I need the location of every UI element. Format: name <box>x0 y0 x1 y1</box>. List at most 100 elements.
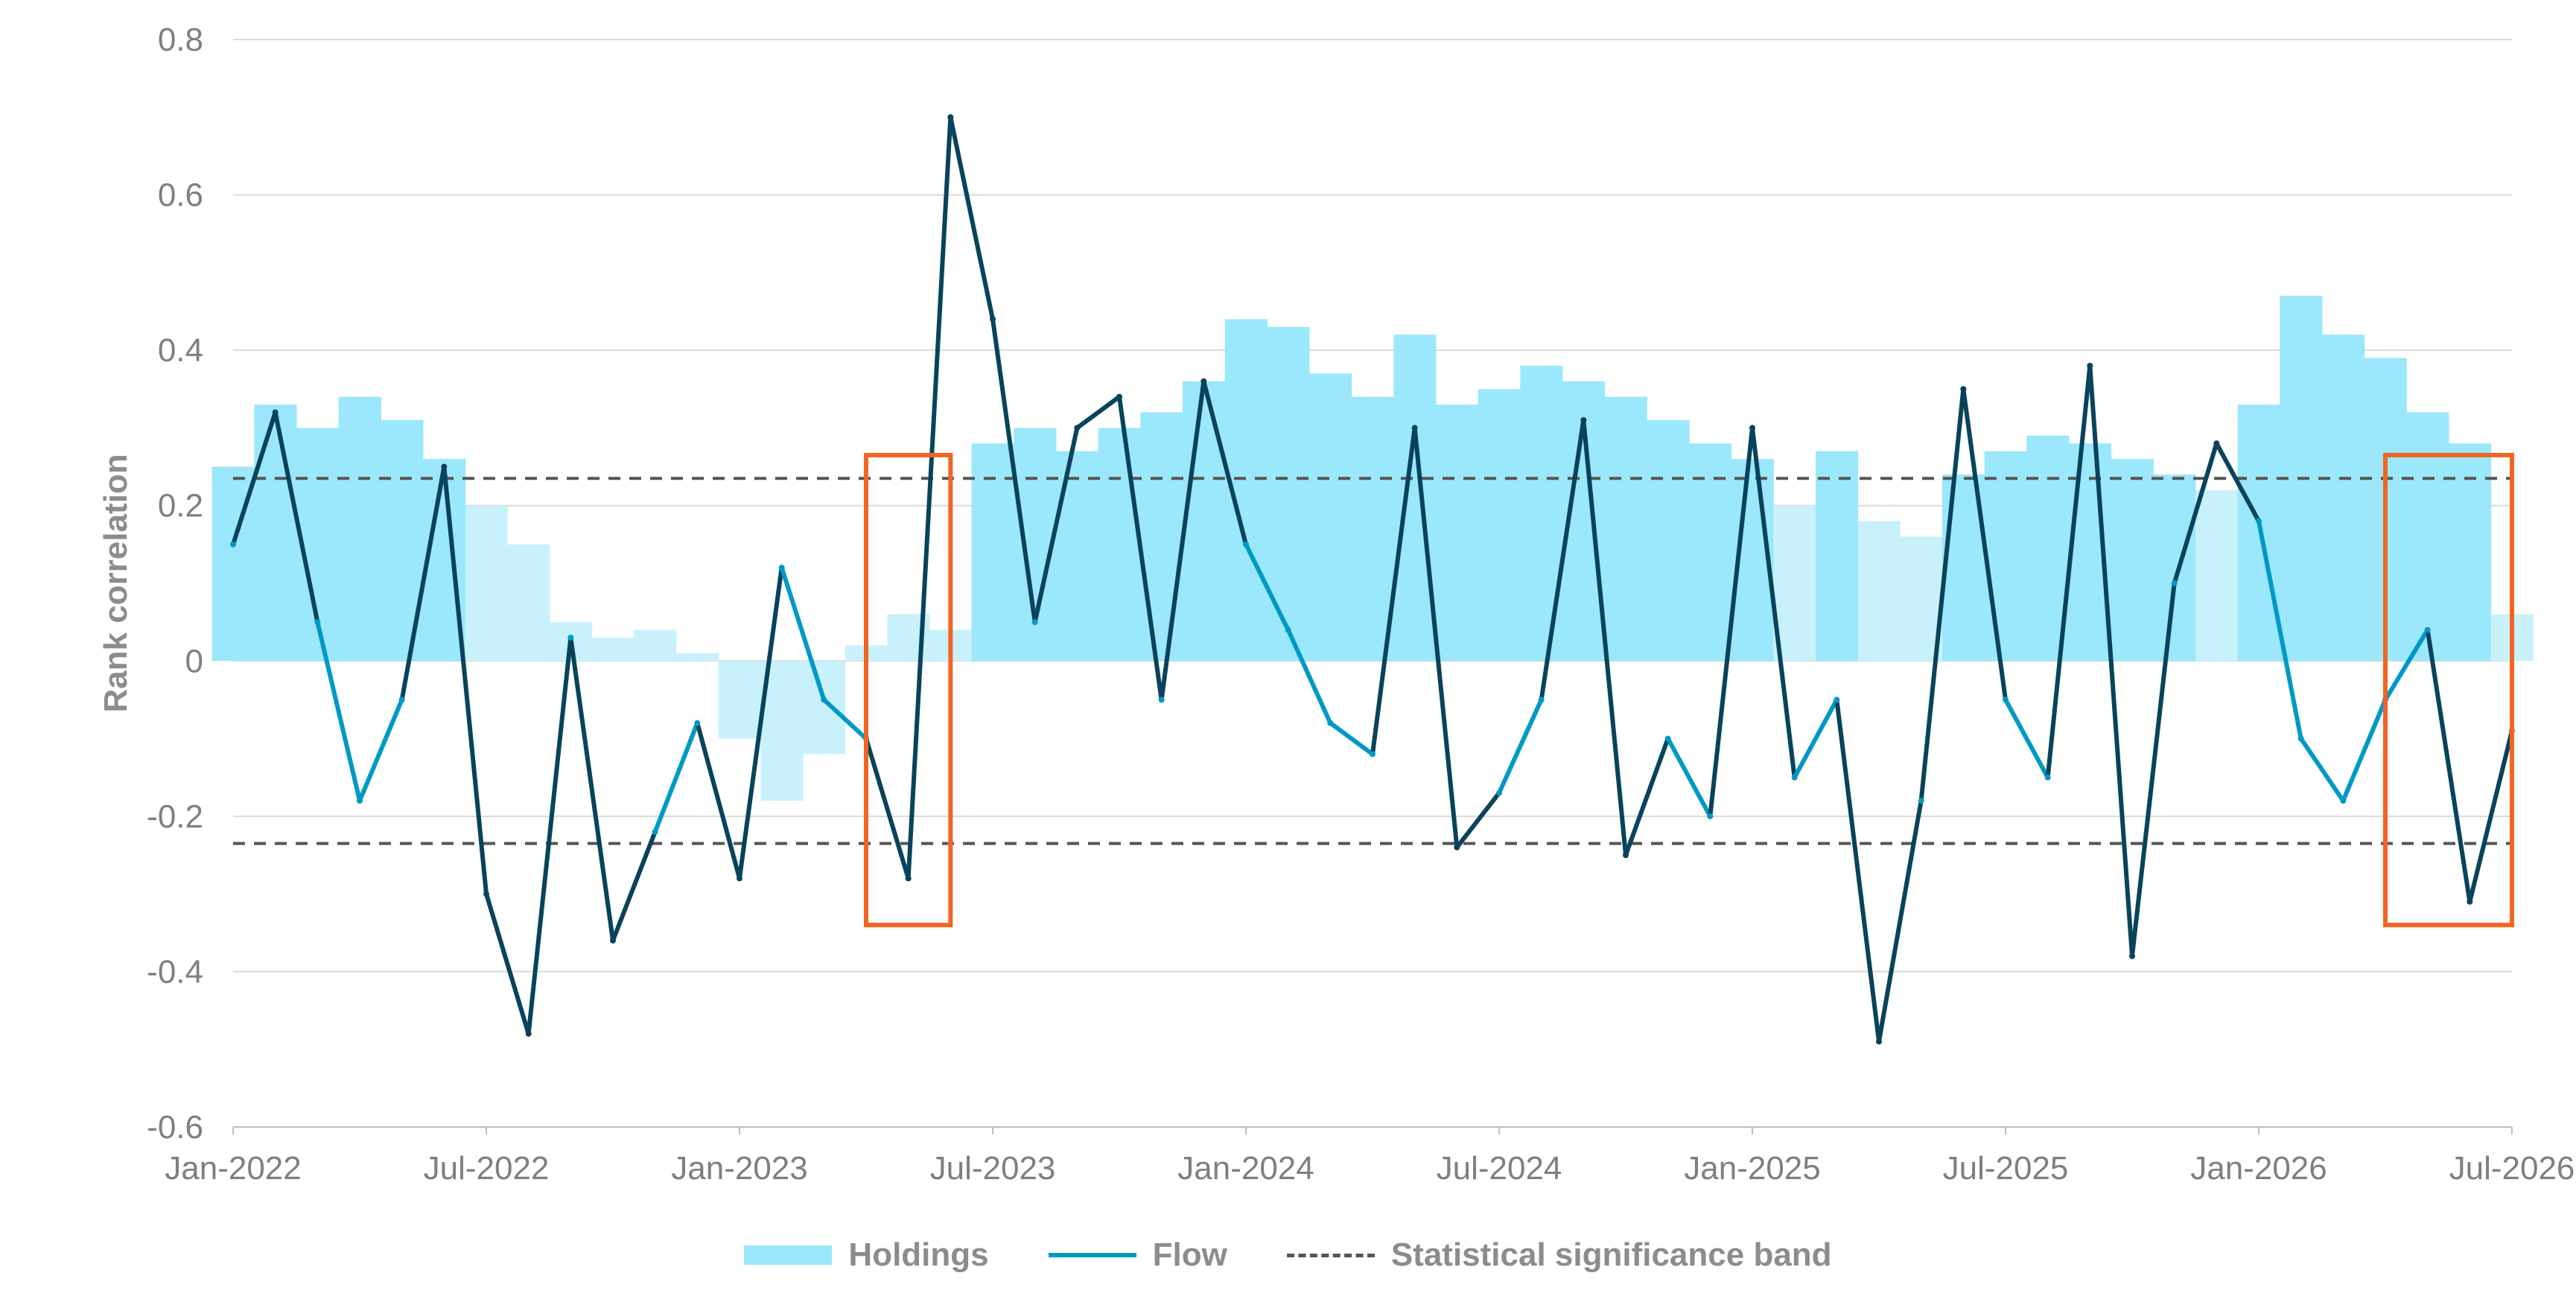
flow-line-segment <box>1159 378 1206 702</box>
holdings-bar <box>465 505 508 661</box>
flow-point <box>2467 898 2473 905</box>
flow-point <box>314 619 321 626</box>
flow-point <box>525 1030 532 1037</box>
flow-point <box>567 635 574 641</box>
flow-line-segment <box>737 565 784 881</box>
flow-line-segment <box>1918 387 1966 803</box>
x-tick-label: Jan-2022 <box>165 1150 301 1187</box>
flow-line-segment <box>2130 581 2177 959</box>
flow-line-segment <box>2003 697 2050 780</box>
flow-point <box>1327 720 1334 726</box>
band-swatch <box>1286 1253 1375 1257</box>
flow-point <box>1496 790 1502 796</box>
flow-point <box>1791 774 1798 781</box>
flow-line-segment <box>948 115 995 322</box>
flow-line-segment <box>1328 720 1375 757</box>
flow-line-segment <box>864 736 911 881</box>
holdings-bar <box>1351 396 1394 661</box>
flow-point <box>1031 619 1038 626</box>
y-tick-label: 0.8 <box>158 22 203 58</box>
flow-line-segment <box>695 720 742 881</box>
x-tick-label: Jul-2025 <box>1943 1150 2069 1187</box>
flow-point <box>1074 425 1081 431</box>
flow-point <box>1285 626 1291 633</box>
flow-line-segment <box>1370 425 1417 757</box>
legend-item-band[interactable]: Statistical significance band <box>1286 1236 1832 1274</box>
highlight-box <box>864 452 953 927</box>
flow-swatch <box>1048 1253 1136 1257</box>
holdings-bar <box>1478 389 1521 661</box>
flow-point <box>441 463 448 470</box>
holdings-bar <box>1183 381 1226 661</box>
legend-item-holdings[interactable]: Holdings <box>744 1236 989 1274</box>
flow-point <box>398 696 405 703</box>
flow-point <box>1749 425 1755 431</box>
flow-point <box>2129 953 2135 959</box>
flow-point <box>230 541 236 547</box>
flow-point <box>1538 696 1545 703</box>
holdings-bar <box>591 638 635 661</box>
flow-point <box>1664 735 1671 742</box>
holdings-bar <box>1393 334 1437 661</box>
holdings-bar <box>1267 326 1310 661</box>
flow-line-segment <box>1285 627 1333 726</box>
flow-point <box>2424 626 2431 633</box>
flow-line-segment <box>1032 425 1080 625</box>
legend-item-flow[interactable]: Flow <box>1048 1236 1227 1274</box>
holdings-bar <box>1773 505 1816 661</box>
y-tick-label: -0.4 <box>147 953 203 990</box>
x-tick-label: Jul-2024 <box>1437 1150 1562 1187</box>
flow-line-segment <box>1792 697 1839 780</box>
flow-point <box>652 828 658 835</box>
flow-point <box>2213 440 2220 447</box>
flow-point <box>1411 425 1418 431</box>
flow-point <box>1834 696 1840 703</box>
holdings-bar <box>2449 443 2492 661</box>
holdings-bar <box>803 661 846 755</box>
flow-line-segment <box>1412 425 1460 850</box>
flow-line-segment <box>1244 542 1291 632</box>
holdings-bar <box>1520 366 1563 661</box>
x-tick-label: Jul-2023 <box>930 1150 1056 1187</box>
flow-point <box>2044 774 2051 781</box>
flow-line-segment <box>2257 518 2303 741</box>
x-axis-ticks: Jan-2022 Jul-2022 Jan-2023 Jul-2023 Jan-2024… <box>165 1126 2575 1187</box>
flow-line-segment <box>1581 418 1628 857</box>
y-axis-title: Rank correlation <box>98 454 134 712</box>
flow-line-segment <box>990 317 1037 625</box>
x-tick-label: Jul-2022 <box>424 1150 550 1187</box>
holdings-swatch <box>744 1245 833 1265</box>
flow-line-segment <box>1117 394 1164 702</box>
flow-point <box>272 409 279 416</box>
legend-label-band: Statistical significance band <box>1390 1236 1832 1273</box>
flow-point <box>483 891 489 898</box>
holdings-bar <box>2322 334 2365 661</box>
holdings-bar <box>2111 459 2154 661</box>
flow-line-segment <box>1623 736 1670 857</box>
flow-line-segment <box>2045 363 2093 780</box>
holdings-bar <box>2153 474 2196 661</box>
flow-point <box>610 937 616 944</box>
flow-line-segment <box>1834 697 1881 1044</box>
holdings-bar <box>1984 451 2027 661</box>
highlight-boxes <box>864 452 2514 927</box>
x-tick-label: Jan-2023 <box>671 1150 807 1187</box>
holdings-bar <box>1056 451 1099 661</box>
flow-line-segment <box>484 892 531 1036</box>
y-tick-label: -0.6 <box>147 1109 203 1146</box>
holdings-bar <box>676 653 719 661</box>
flow-point <box>905 875 912 882</box>
x-tick-label: Jan-2025 <box>1684 1150 1820 1187</box>
flow-line-segment <box>526 635 573 1036</box>
holdings-bar <box>2406 412 2449 661</box>
flow-line-segment <box>315 620 362 803</box>
holdings-bar <box>1140 412 1183 661</box>
flow-line-segment <box>2383 627 2430 702</box>
flow-point <box>694 720 701 726</box>
flow-point <box>1200 378 1207 384</box>
flow-line-segment <box>568 635 615 943</box>
flow-point <box>2171 580 2178 586</box>
flow-line-segment <box>1075 394 1122 431</box>
